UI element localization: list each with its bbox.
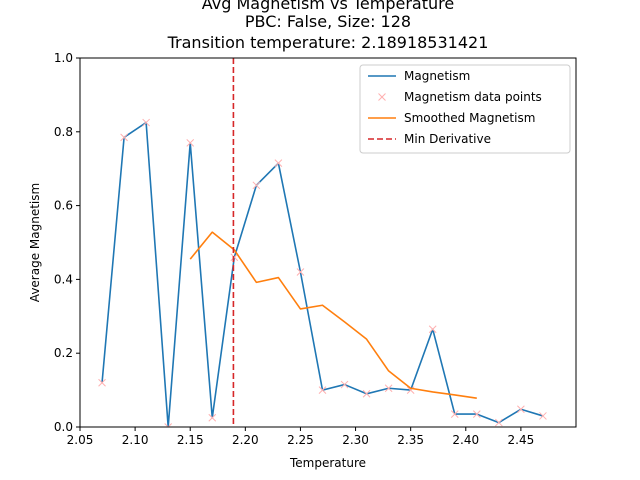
x-tick-label: 2.40	[452, 433, 479, 447]
legend-box	[359, 64, 571, 154]
magnetism-data-point	[186, 139, 195, 147]
magnetism-data-point	[296, 268, 305, 276]
legend-label-magnetism-data-points: Magnetism data points	[404, 90, 542, 104]
y-tick-label: 0.4	[54, 272, 73, 286]
y-tick-label: 0.2	[54, 346, 73, 360]
x-tick-label: 2.35	[397, 433, 424, 447]
magnetism-data-point	[252, 181, 261, 190]
y-tick-label: 1.0	[54, 51, 73, 65]
magnetism-data-point	[318, 386, 327, 394]
x-tick-label: 2.30	[342, 433, 369, 447]
x-tick-label: 2.10	[122, 433, 149, 447]
smoothed-magnetism-line	[189, 231, 477, 400]
magnetism-data-point	[384, 384, 393, 393]
chart-title-line-2: PBC: False, Size: 128	[245, 12, 411, 31]
magnetism-data-point	[142, 118, 150, 127]
magnetism-data-point	[230, 253, 239, 262]
chart-title: Avg Magnetism vs Temperature PBC: False,…	[167, 0, 489, 52]
x-axis-label: Temperature	[289, 456, 366, 470]
magnetism-data-point	[208, 413, 217, 422]
chart-title-line-3: Transition temperature: 2.18918531421	[167, 33, 489, 52]
y-tick-label: 0.8	[54, 125, 73, 139]
legend-label-min-derivative: Min Derivative	[404, 132, 491, 146]
x-tick-label: 2.15	[177, 433, 204, 447]
legend: Magnetism Magnetism data points Smoothed M…	[359, 64, 571, 154]
magnetism-line	[101, 121, 544, 427]
magnetism-data-point	[120, 133, 128, 142]
x-tick-label: 2.05	[67, 433, 94, 447]
x-tick-label: 2.45	[508, 433, 535, 447]
magnetism-data-point	[274, 159, 283, 168]
magnetism-data-point	[362, 389, 371, 398]
y-axis: 0.0 0.2 0.4 0.6 0.8 1.0	[54, 51, 80, 434]
plot-frame	[79, 57, 577, 428]
magnetism-data-point	[164, 423, 173, 427]
magnetism-data-point	[406, 386, 415, 394]
y-tick-label: 0.0	[54, 420, 73, 434]
magnetism-data-point	[98, 378, 106, 387]
y-axis-label: Average Magnetism	[28, 183, 42, 302]
magnetism-data-point	[428, 325, 437, 334]
legend-label-magnetism: Magnetism	[404, 69, 470, 83]
x-axis: 2.05 2.10 2.15 2.20 2.25 2.30 2.35 2.40 2.45	[67, 427, 535, 447]
plot-area	[98, 58, 547, 427]
chart-title-line-1: Avg Magnetism vs Temperature	[202, 0, 454, 13]
magnetism-data-point	[450, 410, 459, 418]
magnetism-data-point	[472, 410, 481, 418]
legend-swatch-magnetism-data-points	[378, 93, 386, 101]
legend-label-smoothed-magnetism: Smoothed Magnetism	[404, 111, 535, 125]
x-tick-label: 2.20	[232, 433, 259, 447]
y-tick-label: 0.6	[54, 199, 73, 213]
magnetism-data-point	[340, 380, 349, 389]
magnetism-data-point	[494, 418, 503, 427]
magnetism-data-point	[539, 412, 547, 420]
magnetism-data-point	[517, 405, 525, 414]
x-tick-label: 2.25	[287, 433, 314, 447]
